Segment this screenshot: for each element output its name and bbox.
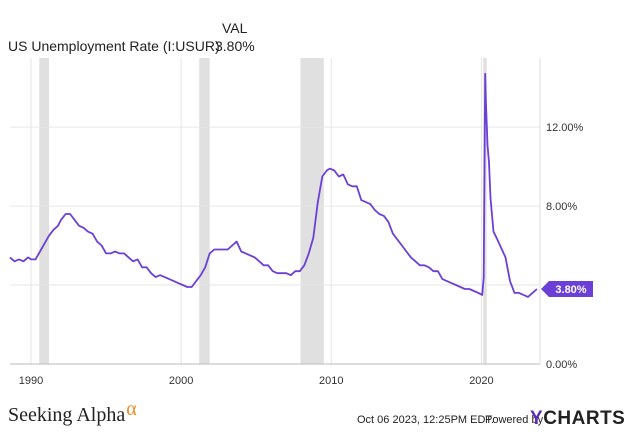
y-tick-label: 8.00% (546, 201, 577, 213)
x-tick-label: 2010 (319, 375, 343, 387)
series-name[interactable]: US Unemployment Rate (I:USUR) (8, 38, 220, 54)
seeking-alpha-logo[interactable]: Seeking Alphaα (8, 398, 137, 426)
chart-legend: VAL US Unemployment Rate (I:USUR) 3.80% (0, 0, 635, 56)
last-value-label: 3.80% (555, 284, 586, 296)
unemployment-line-chart: 0.00%4.00%8.00%12.00%19902000201020203.8… (9, 58, 593, 387)
last-value-tag (541, 280, 593, 297)
recession-band-0 (39, 58, 50, 364)
recession-band-1 (199, 58, 210, 364)
x-tick-label: 2020 (469, 375, 493, 387)
y-tick-label: 0.00% (546, 359, 577, 371)
series-current-value: 3.80% (215, 38, 255, 54)
chart-timestamp: Oct 06 2023, 12:25PM EDT. (357, 414, 494, 426)
x-tick-label: 2000 (169, 375, 193, 387)
recession-band-2 (300, 58, 324, 364)
value-column-header: VAL (222, 20, 248, 36)
unemployment-series-line[interactable] (9, 72, 538, 298)
x-tick-label: 1990 (19, 375, 43, 387)
powered-by-label: Powered by (485, 414, 544, 426)
ycharts-logo[interactable]: YCHARTS (530, 408, 626, 429)
alpha-icon: α (126, 398, 137, 420)
y-tick-label: 12.00% (546, 122, 584, 134)
